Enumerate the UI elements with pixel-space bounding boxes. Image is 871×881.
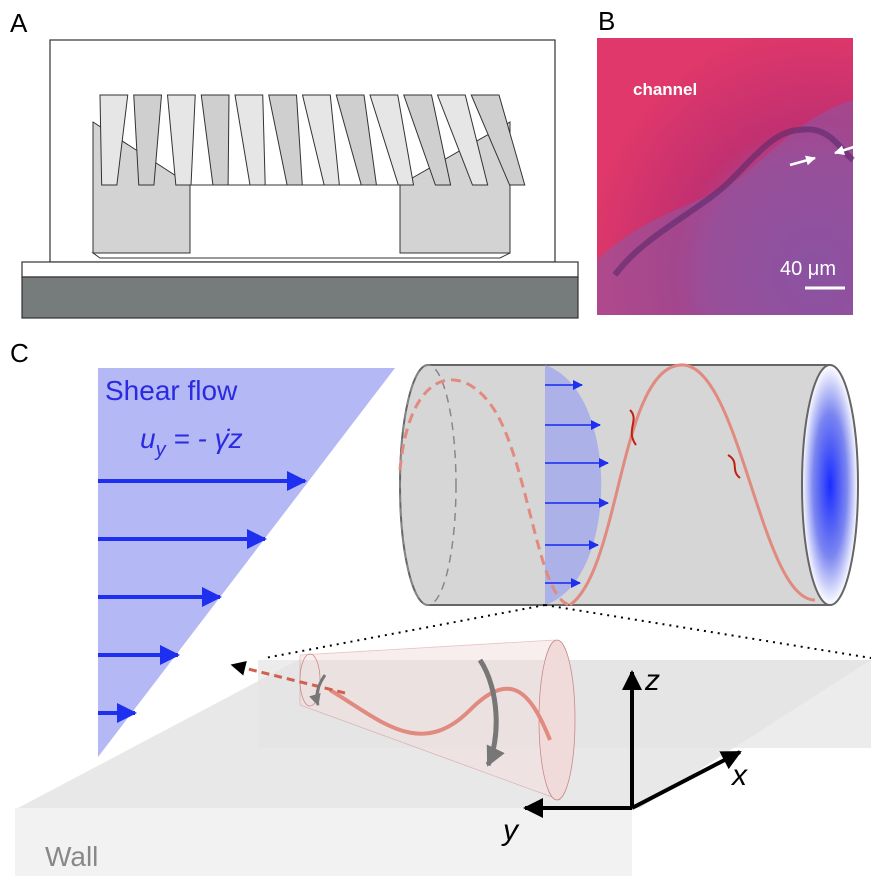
wall-label: Wall bbox=[45, 841, 98, 872]
cylinder-body bbox=[400, 365, 830, 605]
eq-var: u bbox=[140, 423, 156, 454]
wall bbox=[15, 808, 632, 876]
cone-base bbox=[539, 640, 575, 800]
figure: A B channel 40 μm C Shear flow u y = - γ̇… bbox=[0, 0, 871, 876]
scale-label: 40 μm bbox=[780, 258, 836, 280]
flow-title: Shear flow bbox=[105, 375, 238, 406]
axis-label: x bbox=[730, 759, 748, 792]
axis-label: y bbox=[501, 814, 520, 847]
eq-rhs: = - γ̇z bbox=[166, 423, 243, 454]
channel-cylinder bbox=[400, 365, 858, 605]
axis-label: z bbox=[644, 664, 660, 697]
panel-label: A bbox=[10, 8, 28, 38]
panel-label: C bbox=[10, 338, 29, 368]
substrate bbox=[22, 277, 578, 318]
panel-label: B bbox=[598, 6, 615, 36]
device-schematic bbox=[22, 40, 578, 318]
device-layer bbox=[22, 262, 578, 277]
region-label: channel bbox=[633, 80, 697, 99]
zoom-line bbox=[545, 605, 871, 658]
cylinder-end bbox=[802, 365, 858, 605]
